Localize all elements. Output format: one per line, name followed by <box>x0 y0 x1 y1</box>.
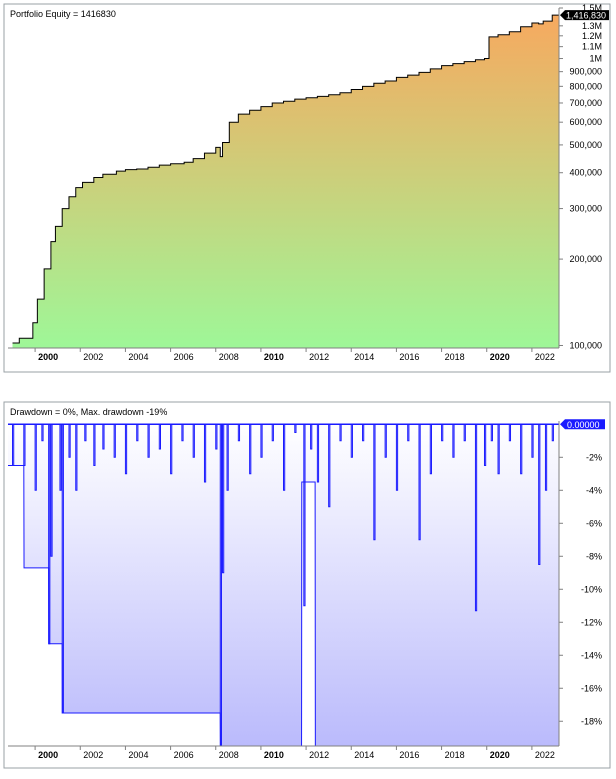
equity-x-tick-label: 2018 <box>445 352 465 362</box>
drawdown-x-tick-label: 2002 <box>83 750 103 760</box>
equity-y-tick-label: 100,000 <box>569 340 602 350</box>
drawdown-y-tick-label: -6% <box>586 518 602 528</box>
drawdown-x-tick-label: 2006 <box>174 750 194 760</box>
drawdown-panel: Drawdown = 0%, Max. drawdown -19% -2% -4%… <box>3 401 611 769</box>
drawdown-x-tick-label: 2014 <box>354 750 374 760</box>
equity-y-tick-label: 600,000 <box>569 117 602 127</box>
drawdown-y-tick-label: -18% <box>581 716 602 726</box>
drawdown-x-tick-label: 2008 <box>219 750 239 760</box>
drawdown-x-tick-label: 2000 <box>38 750 58 760</box>
drawdown-y-tick-label: -12% <box>581 617 602 627</box>
drawdown-y-tick-label: -4% <box>586 485 602 495</box>
drawdown-x-tick-label: 2004 <box>128 750 148 760</box>
equity-y-tick-label: 1.3M <box>582 21 602 31</box>
equity-x-tick-label: 2008 <box>219 352 239 362</box>
equity-x-tick-label: 2002 <box>83 352 103 362</box>
drawdown-last-value-badge <box>560 419 605 430</box>
equity-y-tick-label: 1.2M <box>582 31 602 41</box>
equity-line <box>12 14 559 344</box>
equity-x-tick-label: 2000 <box>38 352 58 362</box>
equity-y-tick-label: 1M <box>589 54 602 64</box>
equity-y-tick-label: 1.1M <box>582 42 602 52</box>
equity-title: Portfolio Equity = 1416830 <box>10 9 116 19</box>
equity-y-tick-label: 500,000 <box>569 140 602 150</box>
drawdown-x-tick-label: 2012 <box>309 750 329 760</box>
drawdown-x-tick-label: 2016 <box>399 750 419 760</box>
drawdown-y-tick-label: -10% <box>581 584 602 594</box>
drawdown-x-tick-label: 2010 <box>264 750 284 760</box>
equity-x-tick-label: 2020 <box>490 352 510 362</box>
equity-y-tick-label: 700,000 <box>569 98 602 108</box>
equity-last-value-label: 1,416,830 <box>566 11 606 21</box>
drawdown-x-tick-label: 2018 <box>445 750 465 760</box>
equity-x-tick-label: 2016 <box>399 352 419 362</box>
equity-y-tick-label: 1.5M <box>582 3 602 13</box>
drawdown-y-tick-label: -14% <box>581 650 602 660</box>
equity-area <box>12 15 559 348</box>
equity-y-tick-label: 900,000 <box>569 67 602 77</box>
equity-x-tick-label: 2006 <box>174 352 194 362</box>
drawdown-y-tick-label: -16% <box>581 683 602 693</box>
equity-x-tick-label: 2004 <box>128 352 148 362</box>
drawdown-x-tick-label: 2022 <box>535 750 555 760</box>
drawdown-x-tick-label: 2020 <box>490 750 510 760</box>
equity-x-tick-label: 2014 <box>354 352 374 362</box>
drawdown-title: Drawdown = 0%, Max. drawdown -19% <box>10 407 167 417</box>
equity-y-tick-label: 800,000 <box>569 81 602 91</box>
equity-x-tick-label: 2022 <box>535 352 555 362</box>
equity-y-tick-label: 300,000 <box>569 204 602 214</box>
equity-last-value-badge <box>560 10 609 21</box>
drawdown-shade <box>8 424 559 746</box>
drawdown-y-tick-label: -8% <box>586 551 602 561</box>
drawdown-y-tick-label: -2% <box>586 452 602 462</box>
equity-y-tick-label: 200,000 <box>569 254 602 264</box>
equity-x-tick-label: 2010 <box>264 352 284 362</box>
equity-x-tick-label: 2012 <box>309 352 329 362</box>
drawdown-last-value-label: 0.00000 <box>567 420 600 430</box>
equity-y-tick-label: 400,000 <box>569 168 602 178</box>
equity-panel: Portfolio Equity = 1416830 100,000 200,00… <box>3 3 611 373</box>
